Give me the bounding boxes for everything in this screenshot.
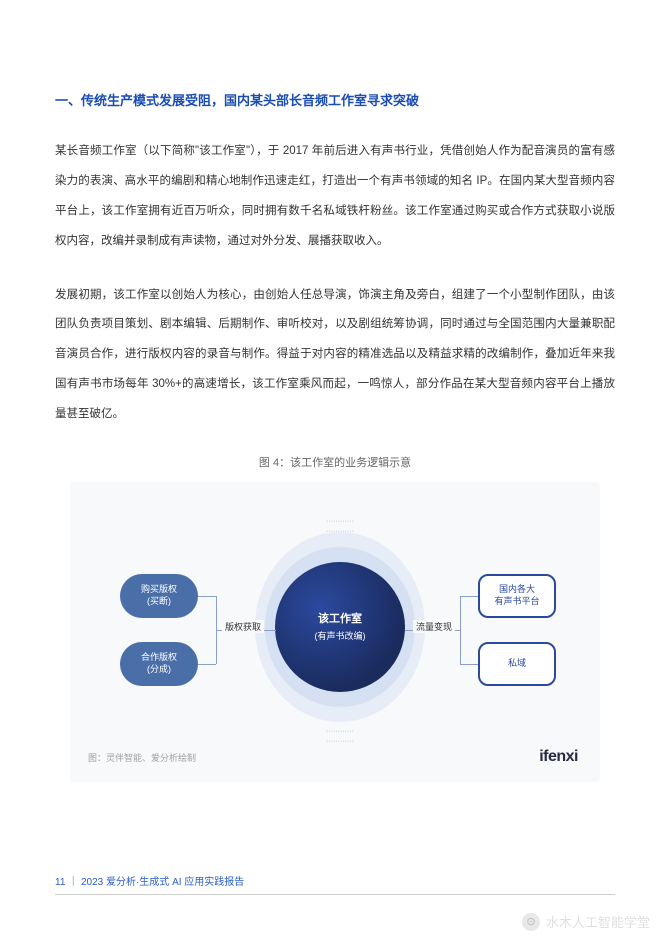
diagram-source: 图：灵伴智能、爱分析绘制 <box>88 751 196 764</box>
watermark-text: 水木人工智能学堂 <box>546 912 650 931</box>
edge-label-right: 流量变现 <box>413 620 455 633</box>
document-page: 一、传统生产模式发展受阻，国内某头部长音频工作室寻求突破 某长音频工作室（以下简… <box>0 0 670 943</box>
footer-divider <box>55 894 615 895</box>
node-coop-copyright: 合作版权 (分成) <box>120 642 198 686</box>
node-sublabel: (有声书改编) <box>315 629 366 643</box>
footer-title: 2023 爱分析·生成式 AI 应用实践报告 <box>81 877 244 888</box>
cloud-text-bot: ························ <box>310 727 370 747</box>
node-label: 国内各大 <box>499 584 535 596</box>
node-sublabel: 有声书平台 <box>494 596 539 608</box>
node-label: 合作版权 <box>141 652 177 664</box>
paragraph-1: 某长音频工作室（以下简称"该工作室"），于 2017 年前后进入有声书行业，凭借… <box>55 137 615 257</box>
figure-caption: 图 4：该工作室的业务逻辑示意 <box>55 454 615 470</box>
page-footer: 11 ｜ 2023 爱分析·生成式 AI 应用实践报告 <box>55 873 244 888</box>
page-number: 11 <box>55 877 65 888</box>
node-studio-center: 该工作室 (有声书改编) <box>275 562 405 692</box>
diagram-brand: ifenxi <box>539 748 578 766</box>
footer-sep: ｜ <box>68 877 78 888</box>
node-sublabel: (分成) <box>147 664 171 676</box>
node-platforms: 国内各大 有声书平台 <box>478 574 556 618</box>
node-buy-copyright: 购买版权 (买断) <box>120 574 198 618</box>
wechat-icon: ⊙ <box>522 913 540 931</box>
node-private-domain: 私域 <box>478 642 556 686</box>
node-label: 该工作室 <box>318 611 362 629</box>
node-label: 私域 <box>508 658 526 670</box>
watermark: ⊙ 水木人工智能学堂 <box>522 912 650 931</box>
section-title: 一、传统生产模式发展受阻，国内某头部长音频工作室寻求突破 <box>55 90 615 109</box>
node-sublabel: (买断) <box>147 596 171 608</box>
paragraph-2: 发展初期，该工作室以创始人为核心，由创始人任总导演，饰演主角及旁白，组建了一个小… <box>55 281 615 430</box>
business-logic-diagram: ························ ···············… <box>70 482 600 782</box>
node-label: 购买版权 <box>141 584 177 596</box>
edge-label-left: 版权获取 <box>222 620 264 633</box>
cloud-text-top: ························ <box>310 517 370 537</box>
